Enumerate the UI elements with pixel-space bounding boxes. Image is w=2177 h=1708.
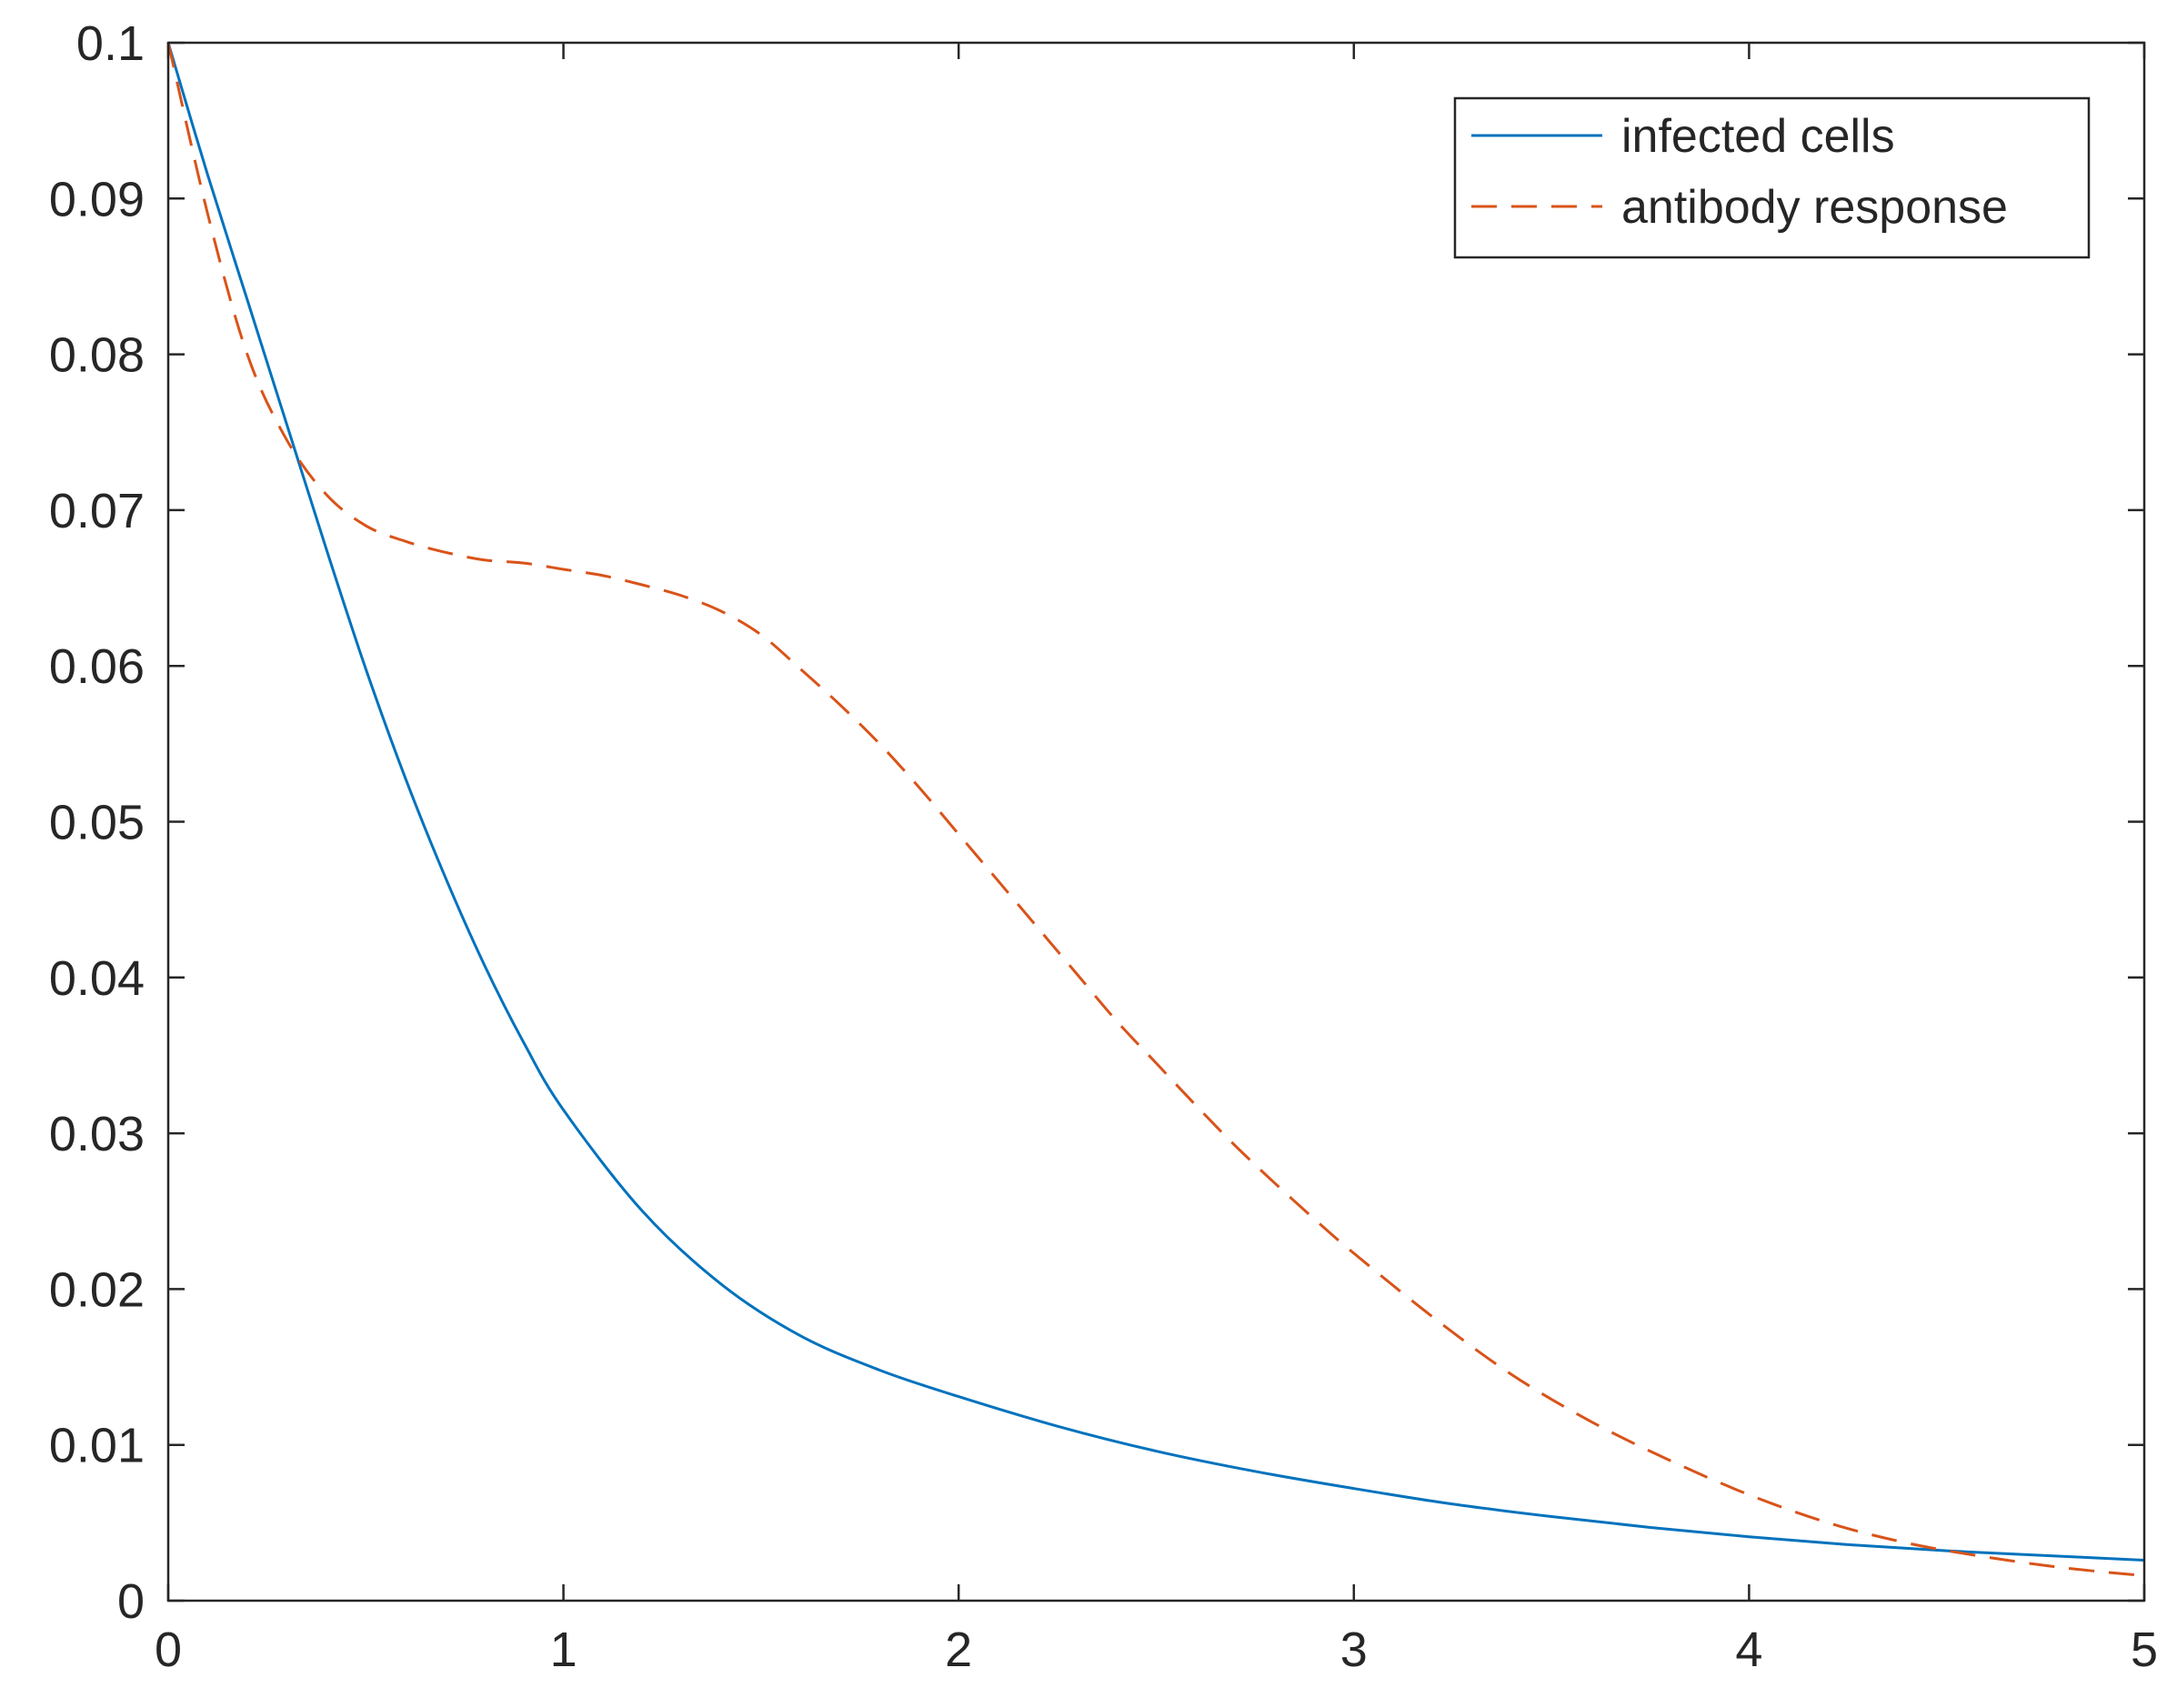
x-tick-label-5: 5	[2131, 1623, 2158, 1677]
x-tick-label-2: 2	[945, 1623, 972, 1677]
legend-entries: infected cells antibody response	[1471, 110, 2008, 234]
legend: infected cells antibody response	[1453, 96, 2091, 259]
y-tick-label-7: 0.07	[49, 484, 145, 538]
legend-label-0: infected cells	[1621, 110, 1895, 163]
series-layer	[166, 42, 2145, 1578]
y-tick-label-9: 0.09	[49, 172, 145, 226]
y-tick-label-6: 0.06	[49, 639, 145, 694]
y-tick-label-10: 0.1	[76, 16, 145, 71]
y-tick-label-0: 0	[117, 1574, 145, 1629]
y-tick-label-5: 0.05	[49, 796, 145, 850]
x-tick-label-3: 3	[1340, 1623, 1368, 1677]
series-line-antibody-response	[166, 42, 2145, 1578]
y-tick-label-1: 0.01	[49, 1419, 145, 1473]
y-tick-label-2: 0.02	[49, 1262, 145, 1317]
y-tick-label-4: 0.04	[49, 951, 145, 1006]
legend-label-1: antibody response	[1621, 181, 2008, 234]
x-tick-label-1: 1	[550, 1623, 577, 1677]
x-tick-label-4: 4	[1735, 1623, 1762, 1677]
axis-ticks: 0 1 2 3 4 5 0 0.01 0.02 0.03 0.04 0.05 0.06 0.07 0.08 0…	[49, 16, 2158, 1677]
series-line-infected-cells	[166, 42, 2145, 1562]
x-tick-label-0: 0	[155, 1623, 182, 1677]
legend-box	[1453, 96, 2091, 259]
y-tick-label-3: 0.03	[49, 1107, 145, 1161]
y-tick-label-8: 0.08	[49, 328, 145, 383]
